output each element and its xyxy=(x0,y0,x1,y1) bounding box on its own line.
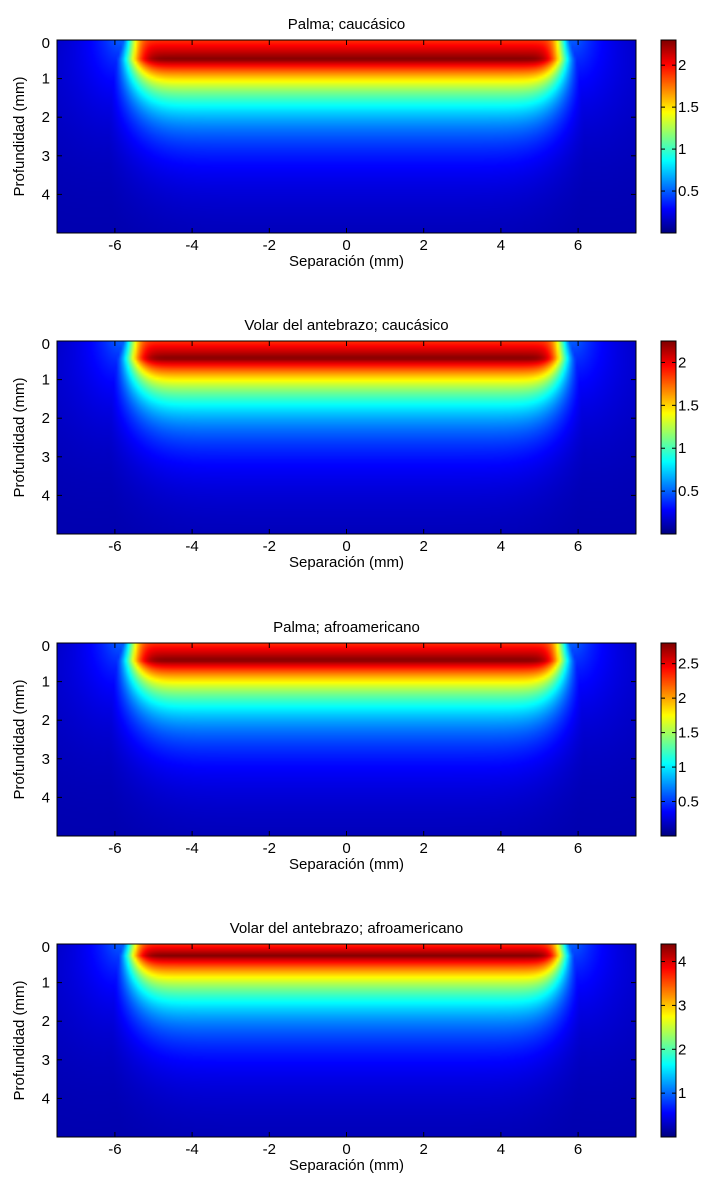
y-tick-label: 3 xyxy=(42,1052,50,1069)
x-tick-label: 6 xyxy=(574,538,582,555)
x-tick-label: 0 xyxy=(342,1141,350,1158)
x-tick-label: -6 xyxy=(108,840,121,857)
y-tick-label: 1 xyxy=(42,674,50,691)
y-tick-label: 2 xyxy=(42,712,50,729)
x-tick-label: -2 xyxy=(263,237,276,254)
heatmap-image xyxy=(57,341,636,534)
x-tick-label: 4 xyxy=(497,840,505,857)
x-tick-label: -4 xyxy=(185,840,198,857)
colorbar-tick-label: 3 xyxy=(678,997,686,1014)
x-tick-label: -4 xyxy=(185,237,198,254)
subplot-title: Palma; caucásico xyxy=(288,16,406,33)
y-axis-label: Profundidad (mm) xyxy=(11,980,28,1100)
x-tick-label: -4 xyxy=(185,1141,198,1158)
y-tick-label: 1 xyxy=(42,372,50,389)
y-tick-label: 4 xyxy=(42,1090,50,1107)
colorbar-tick-label: 1 xyxy=(678,759,686,776)
y-tick-label: 4 xyxy=(42,789,50,806)
x-tick-label: 6 xyxy=(574,237,582,254)
subplot-2: Volar del antebrazo; caucásico -6 -4 -2 0 2 4 6… xyxy=(11,317,699,571)
colorbar-tick-label: 0.5 xyxy=(678,483,699,500)
y-tick-label: 1 xyxy=(42,975,50,992)
colorbar-tick-label: 1.5 xyxy=(678,397,699,414)
subplot-4: Volar del antebrazo; afroamericano -6 -4 -2… xyxy=(11,920,686,1174)
y-tick-label: 4 xyxy=(42,186,50,203)
colorbar-tick-label: 2.5 xyxy=(678,656,699,673)
x-tick-label: 0 xyxy=(342,538,350,555)
x-tick-label: 0 xyxy=(342,237,350,254)
colorbar-tick-label: 1.5 xyxy=(678,99,699,116)
subplot-3: Palma; afroamericano -6 -4 -2 0 2 4 6 0 1 2 3 4 Separ… xyxy=(11,619,699,873)
y-axis-label: Profundidad (mm) xyxy=(11,76,28,196)
x-tick-label: 4 xyxy=(497,538,505,555)
x-tick-label: 6 xyxy=(574,840,582,857)
heatmap-image xyxy=(57,40,636,233)
y-tick-label: 3 xyxy=(42,148,50,165)
x-axis-label: Separación (mm) xyxy=(289,554,404,571)
x-tick-label: 2 xyxy=(420,237,428,254)
colorbar-tick-label: 4 xyxy=(678,954,686,971)
y-tick-label: 0 xyxy=(42,35,50,52)
colorbar-gradient xyxy=(661,643,676,836)
subplot-title: Volar del antebrazo; afroamericano xyxy=(230,920,463,937)
x-tick-label: 0 xyxy=(342,840,350,857)
subplot-title: Palma; afroamericano xyxy=(273,619,420,636)
x-axis-label: Separación (mm) xyxy=(289,856,404,873)
colorbar-tick-label: 1 xyxy=(678,141,686,158)
x-axis-label: Separación (mm) xyxy=(289,253,404,270)
x-axis-label: Separación (mm) xyxy=(289,1157,404,1174)
colorbar-tick-label: 2 xyxy=(678,354,686,371)
x-tick-label: 2 xyxy=(420,840,428,857)
colorbar-tick-label: 2 xyxy=(678,57,686,74)
x-tick-label: 2 xyxy=(420,1141,428,1158)
colorbar-tick-label: 0.5 xyxy=(678,183,699,200)
colorbar-tick-label: 1.5 xyxy=(678,725,699,742)
y-tick-label: 0 xyxy=(42,638,50,655)
x-tick-label: -4 xyxy=(185,538,198,555)
y-tick-label: 0 xyxy=(42,336,50,353)
y-tick-label: 0 xyxy=(42,939,50,956)
x-tick-label: -2 xyxy=(263,538,276,555)
subplot-1: Palma; caucásico -6 -4 -2 0 2 4 6 0 1 2 3 4 Separació… xyxy=(11,16,699,270)
x-tick-label: 4 xyxy=(497,237,505,254)
y-axis-label: Profundidad (mm) xyxy=(11,377,28,497)
colorbar-gradient xyxy=(661,40,676,233)
x-tick-label: 6 xyxy=(574,1141,582,1158)
x-tick-label: -6 xyxy=(108,538,121,555)
colorbar-tick-label: 0.5 xyxy=(678,794,699,811)
heatmap-image xyxy=(57,643,636,836)
y-tick-label: 3 xyxy=(42,751,50,768)
colorbar-tick-label: 2 xyxy=(678,690,686,707)
y-axis-label: Profundidad (mm) xyxy=(11,679,28,799)
heatmap-image xyxy=(57,944,636,1137)
y-tick-label: 2 xyxy=(42,109,50,126)
colorbar-gradient xyxy=(661,341,676,534)
x-tick-label: -6 xyxy=(108,237,121,254)
colorbar-tick-label: 2 xyxy=(678,1041,686,1058)
x-tick-label: -6 xyxy=(108,1141,121,1158)
y-tick-label: 1 xyxy=(42,71,50,88)
y-tick-label: 2 xyxy=(42,410,50,427)
x-tick-label: 4 xyxy=(497,1141,505,1158)
y-tick-label: 2 xyxy=(42,1013,50,1030)
x-tick-label: 2 xyxy=(420,538,428,555)
colorbar-tick-label: 1 xyxy=(678,1085,686,1102)
colorbar-tick-label: 1 xyxy=(678,440,686,457)
y-tick-label: 3 xyxy=(42,449,50,466)
x-tick-label: -2 xyxy=(263,840,276,857)
x-tick-label: -2 xyxy=(263,1141,276,1158)
subplot-title: Volar del antebrazo; caucásico xyxy=(244,317,448,334)
colorbar-gradient xyxy=(661,944,676,1137)
y-tick-label: 4 xyxy=(42,487,50,504)
